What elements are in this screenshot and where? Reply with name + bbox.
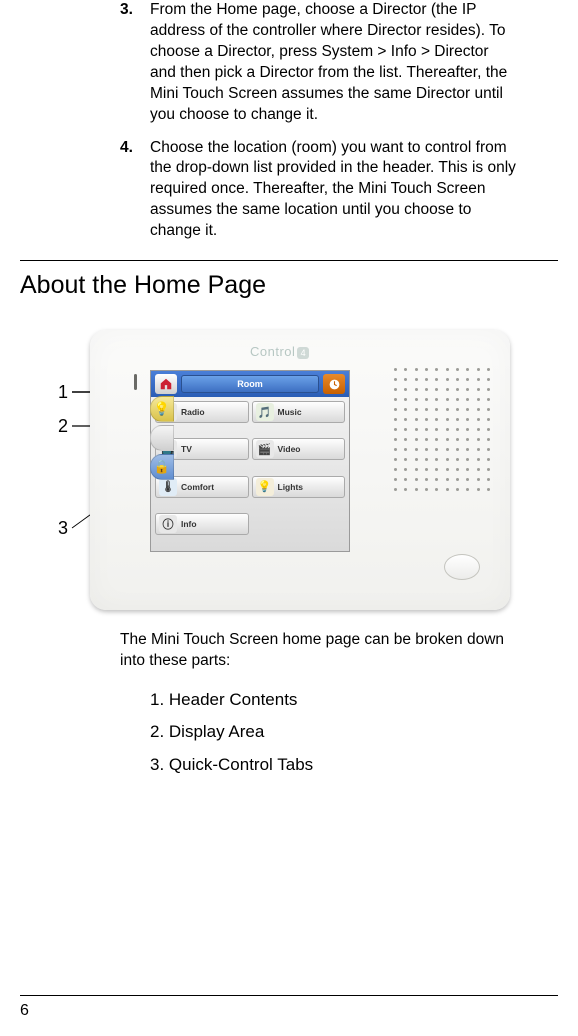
- hardware-button[interactable]: [444, 554, 480, 580]
- figure-caption: The Mini Touch Screen home page can be b…: [120, 630, 518, 672]
- tile-label: Radio: [180, 407, 248, 417]
- tile-label: Video: [277, 444, 345, 454]
- step-item: 4. Choose the location (room) you want t…: [120, 138, 518, 243]
- tile-label: Lights: [277, 482, 345, 492]
- section-divider: [20, 260, 558, 261]
- room-selector[interactable]: Room: [181, 375, 319, 393]
- step-text: From the Home page, choose a Director (t…: [150, 0, 518, 126]
- menu-tile[interactable]: 🎵Music: [252, 401, 346, 423]
- menu-tile[interactable]: ⓘInfo: [155, 513, 249, 535]
- step-number: 3.: [120, 0, 150, 126]
- tile-grid: 📻Radio🎵Music📺TV🎬Video🌡Comfort💡LightsⓘInf…: [151, 397, 349, 551]
- tile-icon: 🎵: [256, 403, 274, 421]
- menu-tile[interactable]: 🎬Video: [252, 438, 346, 460]
- callout-2: 2: [58, 416, 68, 437]
- step-item: 3. From the Home page, choose a Director…: [120, 0, 518, 126]
- clock-icon[interactable]: [323, 374, 345, 394]
- tile-label: TV: [180, 444, 248, 454]
- quick-tab[interactable]: [150, 425, 174, 451]
- parts-list: 1. Header Contents 2. Display Area 3. Qu…: [150, 684, 558, 781]
- speaker-grille: [394, 368, 490, 498]
- page-footer: 6: [20, 995, 558, 1020]
- quick-tabs: 💡 🔒: [150, 396, 174, 483]
- numbered-steps: 3. From the Home page, choose a Director…: [120, 0, 518, 242]
- footer-divider: [20, 995, 558, 996]
- screen-header: Room: [151, 371, 349, 397]
- touch-panel-device: Control4 Room 📻Radio🎵Music📺TV🎬Video🌡Comf…: [90, 330, 510, 610]
- mic-slot: [134, 374, 137, 390]
- device-figure: 1 2 3 Control4: [90, 330, 558, 610]
- logo-badge: 4: [297, 347, 309, 359]
- tile-label: Music: [277, 407, 345, 417]
- list-item: 3. Quick-Control Tabs: [150, 749, 558, 781]
- callout-1: 1: [58, 382, 68, 403]
- section-heading: About the Home Page: [20, 271, 558, 300]
- list-item: 2. Display Area: [150, 716, 558, 748]
- quick-tab[interactable]: 🔒: [150, 454, 174, 480]
- list-item: 1. Header Contents: [150, 684, 558, 716]
- tile-icon: 🎬: [256, 440, 274, 458]
- step-text: Choose the location (room) you want to c…: [150, 138, 518, 243]
- menu-tile[interactable]: 💡Lights: [252, 476, 346, 498]
- tile-icon: 💡: [256, 478, 274, 496]
- quick-tab[interactable]: 💡: [150, 396, 174, 422]
- touch-screen: Room 📻Radio🎵Music📺TV🎬Video🌡Comfort💡Light…: [150, 370, 350, 552]
- room-label: Room: [237, 379, 263, 389]
- tile-icon: ⓘ: [159, 515, 177, 533]
- logo-text: Control: [250, 344, 295, 359]
- step-number: 4.: [120, 138, 150, 243]
- tile-label: Comfort: [180, 482, 248, 492]
- tile-label: Info: [180, 519, 248, 529]
- callout-3: 3: [58, 518, 68, 539]
- page-number: 6: [20, 1002, 558, 1020]
- home-icon[interactable]: [155, 374, 177, 394]
- brand-logo: Control4: [250, 344, 309, 359]
